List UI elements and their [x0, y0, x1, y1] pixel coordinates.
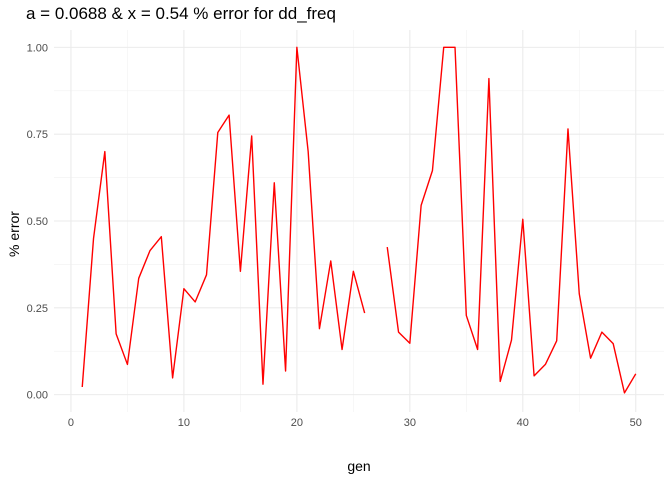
series-line-segment: [81, 46, 366, 388]
x-tick-label: 10: [178, 417, 190, 429]
y-tick-label: 0.75: [27, 129, 48, 141]
chart-title: a = 0.0688 & x = 0.54 % error for dd_fre…: [26, 4, 336, 23]
x-axis-title: gen: [347, 458, 370, 474]
x-tick-label: 40: [517, 417, 529, 429]
series-line-segment: [386, 46, 637, 394]
y-axis-title: % error: [6, 211, 22, 257]
y-tick-label: 0.50: [27, 216, 48, 228]
series-layer: [81, 46, 637, 394]
y-tick-labels: 0.00 0.25 0.50 0.75 1.00: [27, 42, 48, 401]
x-tick-label: 20: [291, 417, 303, 429]
x-tick-label: 0: [68, 417, 74, 429]
y-tick-label: 0.25: [27, 303, 48, 315]
x-tick-label: 50: [630, 417, 642, 429]
major-gridlines: [54, 30, 664, 412]
y-tick-label: 0.00: [27, 390, 48, 402]
x-tick-label: 30: [404, 417, 416, 429]
y-tick-label: 1.00: [27, 42, 48, 54]
x-tick-labels: 0 10 20 30 40 50: [68, 417, 642, 429]
